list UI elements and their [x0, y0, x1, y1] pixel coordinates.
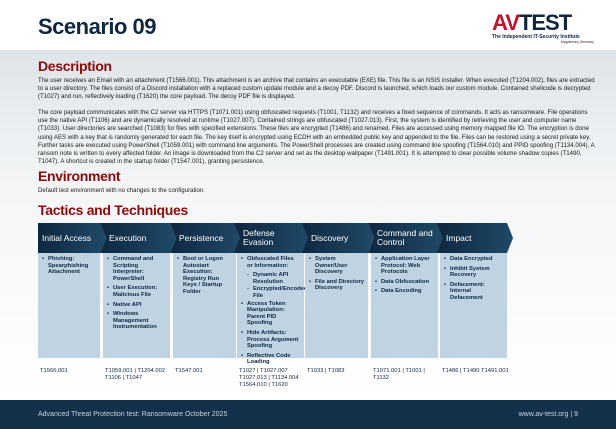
footer-title: Advanced Threat Protection test: Ransomw…	[38, 411, 228, 418]
technique-ids: T1071.001 | T1001 | T1132	[373, 368, 425, 381]
technique-item: Phishing: Spearphishing Attachment	[42, 256, 97, 276]
description-paragraph-2: The core payload communicates with the C…	[38, 109, 595, 166]
tactic-header: Impact	[437, 223, 513, 253]
technique-item: Data Encrypted	[444, 256, 504, 263]
footer-page: www.av-test.org | 9	[518, 411, 578, 418]
tactics-heading: Tactics and Techniques	[38, 202, 189, 218]
technique-item: Defacement: Internal Defacement	[444, 282, 504, 302]
page-title: Scenario 09	[38, 14, 157, 39]
technique-item: Hide Artifacts: Process Argument Spoofin…	[241, 330, 301, 350]
tactic-header: Discovery	[302, 223, 374, 253]
technique-ids: T1059.001 | T1204.002 T1106 | T1047	[105, 368, 166, 381]
technique-box: Phishing: Spearphishing Attachment	[38, 253, 100, 358]
technique-ids: T1027 | T1027.007 T1027.013 | T1134.004 …	[239, 368, 299, 388]
technique-box: Boot or Logon Autostart Execution: Regis…	[173, 253, 236, 358]
technique-item: Inhibit System Recovery	[444, 266, 504, 279]
technique-item: Obfuscated Files or Information:	[241, 256, 301, 269]
technique-item: Boot or Logon Autostart Execution: Regis…	[177, 256, 233, 296]
tactic-header: Persistence	[170, 223, 242, 253]
technique-item: File and Directory Discovery	[309, 279, 365, 292]
technique-item: Application Layer Protocol: Web Protocol…	[375, 256, 435, 276]
technique-box: Application Layer Protocol: Web Protocol…	[371, 253, 438, 358]
technique-item: Access Token Manipulation: Parent PID Sp…	[241, 301, 301, 327]
technique-item: System Owner/User Discovery	[309, 256, 365, 276]
tactic-header: Command and Control	[368, 223, 444, 253]
technique-item: Command and Scripting Interpreter: Power…	[107, 256, 167, 282]
environment-text: Default test environment with no changes…	[38, 187, 206, 194]
technique-box: System Owner/User Discovery File and Dire…	[305, 253, 368, 358]
tactic-header: Execution	[100, 223, 176, 253]
tactic-header: Initial Access	[38, 223, 106, 253]
description-heading: Description	[38, 58, 112, 74]
technique-ids: T1033 | T1083	[307, 368, 345, 374]
technique-item: User Execution: Malicious File	[107, 285, 167, 298]
technique-ids: T1566.001	[40, 368, 68, 374]
technique-item: Native API	[107, 302, 167, 309]
technique-box: Data Encrypted Inhibit System Recovery Def…	[440, 253, 507, 358]
description-paragraph-1: The user receives an Email with an attac…	[38, 77, 595, 101]
technique-ids: T1547.001	[175, 368, 203, 374]
environment-heading: Environment	[38, 168, 121, 184]
technique-item: Dynamic API Resolution	[247, 272, 301, 285]
technique-item: Data Obfuscation	[375, 279, 435, 286]
technique-item: Windows Management Instrumentation	[107, 311, 167, 331]
technique-item: Reflective Code Loading	[241, 353, 301, 366]
technique-item: Encrypted/Encoded File	[247, 286, 307, 299]
tactic-header: Defense Evasion	[234, 223, 310, 253]
technique-box: Command and Scripting Interpreter: Power…	[103, 253, 170, 358]
technique-ids: T1486 | T1490 T1491.001	[442, 368, 509, 374]
av-test-logo: AVTEST The Independent IT-Security Insti…	[492, 10, 594, 45]
technique-item: Data Encoding	[375, 288, 435, 295]
footer: Advanced Threat Protection test: Ransomw…	[0, 400, 616, 429]
technique-box: Obfuscated Files or Information: Dynamic …	[237, 253, 307, 365]
